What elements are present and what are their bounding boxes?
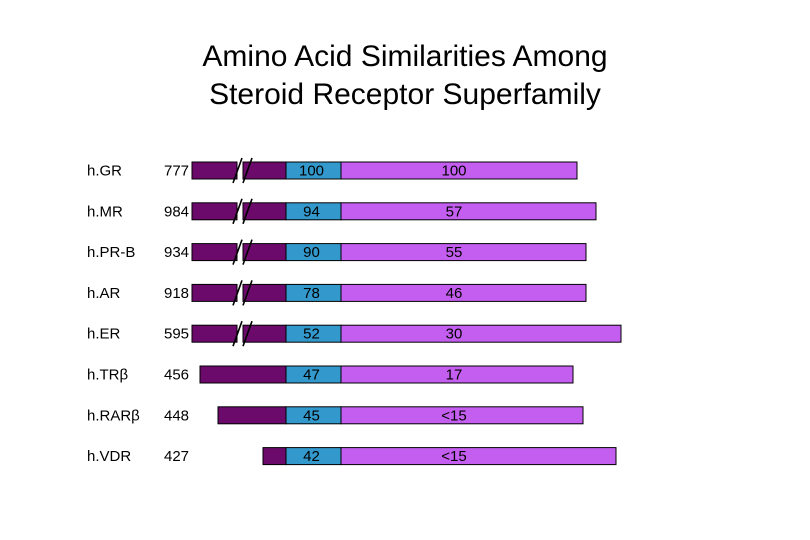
receptor-row: h.MR 984 94 57	[87, 198, 597, 225]
page-title: Amino Acid Similarities Among Steroid Re…	[0, 38, 810, 114]
n-terminal-domain-segment	[191, 202, 238, 221]
receptor-name: h.PR-B	[87, 244, 135, 261]
receptor-length: 427	[164, 448, 189, 465]
n-terminal-domain	[199, 365, 287, 384]
axis-break-mark	[232, 157, 243, 184]
receptor-name: h.MR	[87, 203, 123, 220]
receptor-length: 448	[164, 407, 189, 424]
receptor-length: 777	[164, 163, 189, 180]
axis-break-mark	[232, 320, 243, 347]
receptor-length: 595	[164, 326, 189, 343]
ligand-similarity-value: 30	[446, 326, 463, 343]
ligand-binding-domain	[340, 243, 587, 262]
dna-similarity-value: 94	[303, 203, 320, 220]
n-terminal-domain-segment	[191, 324, 238, 343]
receptor-length: 984	[164, 203, 189, 220]
ligand-binding-domain	[340, 406, 584, 425]
ligand-similarity-value: <15	[441, 407, 466, 424]
ligand-similarity-value: 100	[441, 163, 466, 180]
receptor-length: 918	[164, 285, 189, 302]
n-terminal-domain-segment	[191, 283, 238, 302]
axis-break-mark	[242, 280, 253, 306]
dna-similarity-value: 42	[303, 448, 320, 465]
n-terminal-domain-segment	[191, 161, 238, 180]
axis-break-mark	[242, 198, 253, 225]
receptor-name: h.GR	[87, 163, 122, 180]
axis-break-mark	[232, 198, 243, 225]
receptor-row: h.ER 595 52 30	[87, 320, 622, 347]
ligand-similarity-value: 57	[446, 203, 463, 220]
ligand-binding-domain	[340, 202, 597, 221]
ligand-binding-domain	[340, 365, 574, 384]
n-terminal-domain-segment	[191, 243, 238, 262]
dna-similarity-value: 100	[299, 163, 324, 180]
receptor-row: h.PR-B 934 90 55	[87, 239, 587, 265]
receptor-row: h.VDR 427 42 <15	[87, 447, 617, 466]
receptor-row: h.TRβ 456 47 17	[87, 365, 574, 384]
ligand-similarity-value: 46	[446, 285, 463, 302]
receptor-name: h.AR	[87, 285, 121, 302]
receptor-length: 934	[164, 244, 189, 261]
axis-break-mark	[232, 280, 243, 306]
dna-similarity-value: 78	[303, 285, 320, 302]
ligand-binding-domain	[340, 447, 617, 466]
receptor-name: h.TRβ	[87, 367, 129, 384]
receptor-name: h.ER	[87, 326, 121, 343]
n-terminal-domain	[217, 406, 287, 425]
ligand-binding-domain	[340, 161, 578, 180]
receptor-row: h.RARβ 448 45 <15	[87, 406, 584, 425]
receptor-row: h.GR 777 100 100	[87, 157, 578, 184]
receptor-name: h.RARβ	[87, 407, 140, 424]
n-terminal-domain	[262, 447, 287, 466]
receptor-length: 456	[164, 367, 189, 384]
title-line-1: Amino Acid Similarities Among	[202, 40, 608, 73]
axis-break-mark	[242, 157, 253, 184]
ligand-binding-domain	[340, 283, 587, 302]
receptor-name: h.VDR	[87, 448, 131, 465]
axis-break-mark	[232, 239, 243, 265]
dna-similarity-value: 52	[303, 326, 320, 343]
ligand-similarity-value: 55	[446, 244, 463, 261]
dna-similarity-value: 45	[303, 407, 320, 424]
receptor-row: h.AR 918 78 46	[87, 280, 587, 306]
ligand-similarity-value: <15	[441, 448, 466, 465]
dna-similarity-value: 47	[303, 367, 320, 384]
title-line-2: Steroid Receptor Superfamily	[209, 78, 601, 111]
dna-similarity-value: 90	[303, 244, 320, 261]
axis-break-mark	[242, 320, 253, 347]
ligand-binding-domain	[340, 324, 622, 343]
axis-break-mark	[242, 239, 253, 265]
ligand-similarity-value: 17	[446, 367, 463, 384]
